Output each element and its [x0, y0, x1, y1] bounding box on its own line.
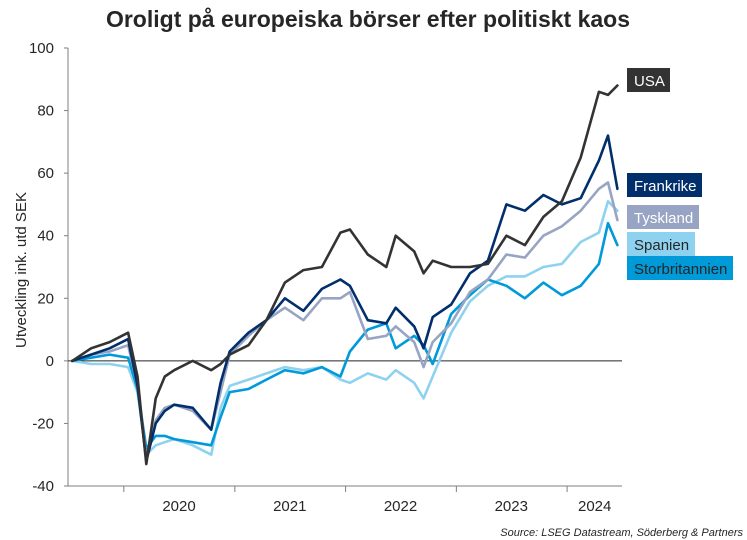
y-tick-label: 100 [29, 40, 54, 57]
series-line-usa [70, 84, 619, 466]
chart-title: Oroligt på europeiska börser efter polit… [106, 6, 630, 32]
series-label-usa: USA [634, 73, 665, 90]
x-tick-label: 2022 [384, 498, 417, 515]
series-line-frankrike [70, 134, 619, 463]
y-axis-label: Utveckling ink. utd SEK [13, 192, 30, 348]
series-line-spanien [70, 200, 619, 457]
series-label-box-tyskland [627, 205, 699, 229]
series-line-tyskland [70, 181, 619, 460]
source-note: Source: LSEG Datastream, Söderberg & Par… [500, 527, 743, 539]
series-line-storbritannien [70, 221, 619, 450]
y-tick-label: 40 [37, 228, 54, 245]
y-tick-label: 20 [37, 290, 54, 307]
series-label-storbritannien: Storbritannien [634, 261, 727, 278]
series-label-spanien: Spanien [634, 237, 689, 254]
y-tick-label: -40 [32, 478, 54, 495]
series-label-box-storbritannien [627, 256, 733, 280]
y-tick-label: 0 [46, 353, 54, 370]
series-label-box-frankrike [627, 173, 702, 197]
axes: -40 -20 0 20 40 60 80 100 2020 2021 2022 2023 2024 [29, 40, 622, 515]
y-tick-label: -20 [32, 415, 54, 432]
x-tick-label: 2020 [162, 498, 195, 515]
y-tick-label: 80 [37, 103, 54, 120]
series-end-labels: USA Frankrike Tyskland Spanien Storbritannie… [627, 68, 733, 280]
series-label-frankrike: Frankrike [634, 178, 697, 195]
y-tick-label: 60 [37, 165, 54, 182]
x-tick-label: 2024 [578, 498, 611, 515]
series-lines [70, 84, 619, 466]
x-tick-label: 2023 [495, 498, 528, 515]
series-label-tyskland: Tyskland [634, 210, 693, 227]
series-label-box-usa [627, 68, 670, 92]
series-label-box-spanien [627, 232, 695, 256]
x-tick-label: 2021 [273, 498, 306, 515]
